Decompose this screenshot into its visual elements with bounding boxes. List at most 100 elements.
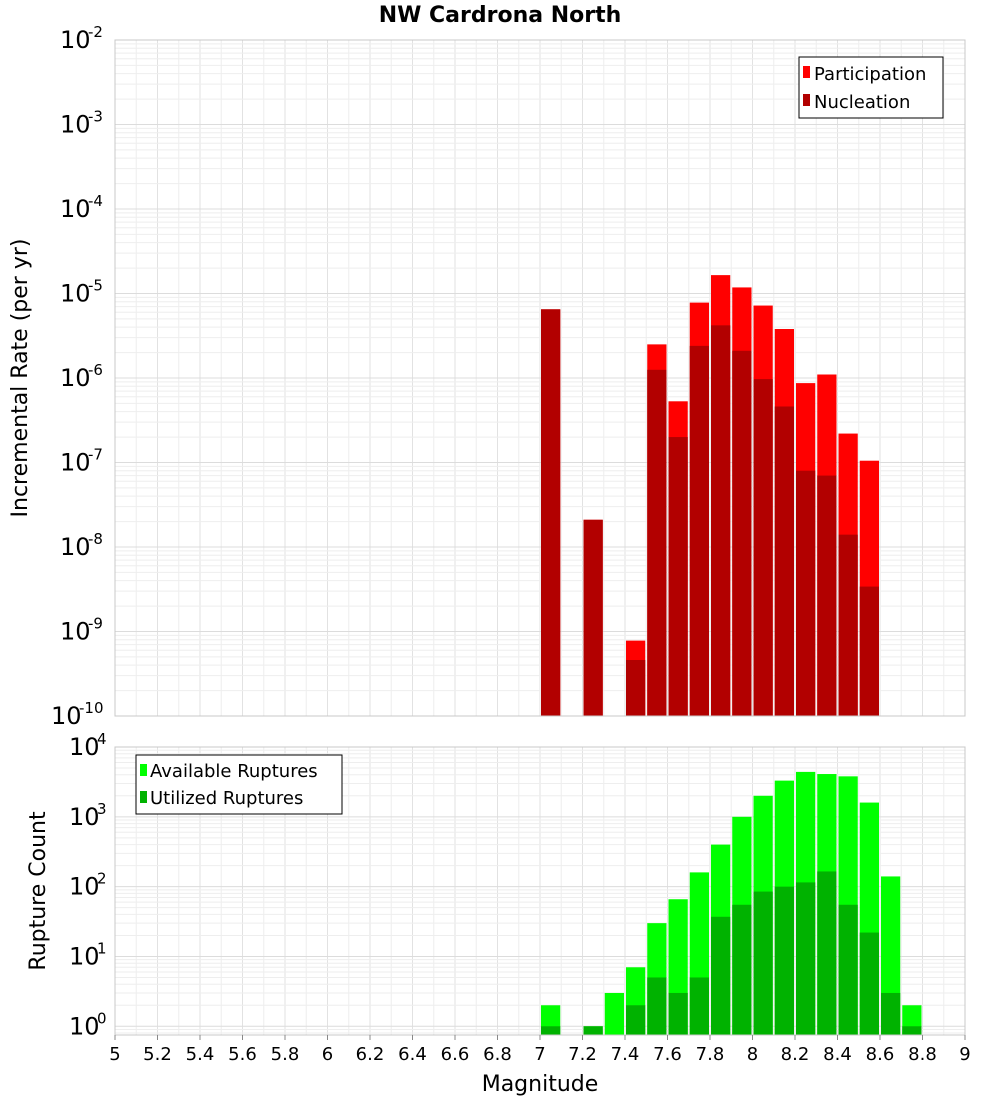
rate-plot-border bbox=[114, 39, 966, 717]
bar-nucleation bbox=[668, 437, 688, 716]
bar-nucleation bbox=[647, 369, 667, 716]
x-tick-label: 5.6 bbox=[228, 1044, 257, 1065]
bar-utilized-ruptures bbox=[838, 904, 858, 1035]
svg-text:-3: -3 bbox=[88, 108, 103, 126]
bar-utilized-ruptures bbox=[859, 932, 879, 1035]
svg-text:10: 10 bbox=[51, 702, 82, 730]
chart-title: NW Cardrona North bbox=[379, 3, 622, 28]
x-tick-label: 7.8 bbox=[696, 1044, 725, 1065]
y-tick-label: 10-2 bbox=[60, 23, 103, 54]
count-legend: Available Ruptures Utilized Ruptures bbox=[135, 754, 343, 815]
svg-text:10: 10 bbox=[69, 942, 100, 970]
svg-text:10: 10 bbox=[69, 873, 100, 901]
legend-swatch-nucleation bbox=[803, 94, 810, 106]
rate-grid bbox=[114, 40, 966, 717]
legend-label-participation: Participation bbox=[814, 64, 926, 85]
bar-utilized-ruptures bbox=[668, 992, 688, 1035]
bar-utilized-ruptures bbox=[902, 1026, 922, 1035]
bar-utilized-ruptures bbox=[647, 977, 667, 1035]
svg-text:10: 10 bbox=[60, 618, 91, 646]
bar-nucleation bbox=[689, 345, 709, 716]
svg-text:3: 3 bbox=[97, 800, 107, 818]
x-ticks: 5 5.2 5.4 5.6 5.8 6 6.2 6.4 6.6 6.8 7 7.2 7.4 7.6 7.8 8… bbox=[109, 1035, 971, 1065]
bar-nucleation bbox=[541, 309, 561, 716]
x-tick-label: 7.2 bbox=[568, 1044, 597, 1065]
legend-swatch-utilized bbox=[140, 791, 147, 803]
y-tick-label: 10-7 bbox=[60, 446, 103, 477]
svg-text:4: 4 bbox=[97, 730, 107, 748]
bar-nucleation bbox=[732, 350, 752, 716]
bar-nucleation bbox=[859, 586, 879, 716]
bar-nucleation bbox=[626, 659, 646, 716]
x-tick-label: 6.8 bbox=[483, 1044, 512, 1065]
x-tick-label: 6.2 bbox=[356, 1044, 385, 1065]
x-tick-label: 8.2 bbox=[781, 1044, 810, 1065]
count-y-axis-label: Rupture Count bbox=[26, 811, 51, 971]
y-tick-label: 104 bbox=[69, 730, 107, 761]
svg-text:-10: -10 bbox=[79, 699, 104, 717]
x-tick-label: 5.2 bbox=[143, 1044, 172, 1065]
x-tick-label: 7.4 bbox=[611, 1044, 640, 1065]
y-tick-label: 10-3 bbox=[60, 108, 103, 139]
bar-nucleation bbox=[774, 406, 794, 716]
svg-text:1: 1 bbox=[97, 939, 107, 957]
y-tick-label: 10-10 bbox=[51, 699, 104, 730]
y-tick-label: 103 bbox=[69, 800, 107, 831]
bar-utilized-ruptures bbox=[541, 1026, 561, 1035]
bar-nucleation bbox=[583, 519, 603, 716]
svg-text:10: 10 bbox=[69, 1012, 100, 1040]
x-axis-label: Magnitude bbox=[482, 1072, 599, 1097]
y-tick-label: 10-4 bbox=[60, 192, 103, 223]
x-tick-label: 8 bbox=[747, 1044, 758, 1065]
bar-nucleation bbox=[817, 475, 837, 716]
svg-text:10: 10 bbox=[60, 364, 91, 392]
x-tick-label: 7.6 bbox=[653, 1044, 682, 1065]
svg-text:10: 10 bbox=[60, 111, 91, 139]
bar-utilized-ruptures bbox=[817, 871, 837, 1035]
svg-text:10: 10 bbox=[69, 803, 100, 831]
svg-text:-9: -9 bbox=[88, 615, 103, 633]
legend-label-available: Available Ruptures bbox=[150, 761, 318, 782]
legend-swatch-available bbox=[140, 764, 147, 776]
bar-utilized-ruptures bbox=[881, 992, 901, 1035]
x-tick-label: 5.8 bbox=[271, 1044, 300, 1065]
svg-text:2: 2 bbox=[97, 870, 107, 888]
bar-utilized-ruptures bbox=[796, 882, 816, 1035]
rate-y-axis-label: Incremental Rate (per yr) bbox=[8, 239, 33, 518]
x-tick-label: 8.8 bbox=[908, 1044, 937, 1065]
x-tick-label: 9 bbox=[959, 1044, 970, 1065]
y-tick-label: 101 bbox=[69, 939, 107, 970]
svg-text:-8: -8 bbox=[88, 530, 103, 548]
bar-nucleation bbox=[711, 325, 731, 716]
bar-utilized-ruptures bbox=[626, 1005, 646, 1035]
svg-text:10: 10 bbox=[60, 280, 91, 308]
y-tick-label: 10-6 bbox=[60, 361, 103, 392]
legend-label-utilized: Utilized Ruptures bbox=[150, 788, 303, 809]
bar-nucleation bbox=[796, 470, 816, 716]
bar-utilized-ruptures bbox=[583, 1026, 603, 1035]
bar-utilized-ruptures bbox=[711, 916, 731, 1035]
svg-text:-5: -5 bbox=[88, 277, 103, 295]
x-tick-label: 6.6 bbox=[441, 1044, 470, 1065]
rate-bars bbox=[541, 275, 879, 716]
bar-nucleation bbox=[753, 379, 773, 716]
count-legend-box bbox=[135, 754, 343, 815]
bar-available-ruptures bbox=[604, 992, 624, 1035]
bar-utilized-ruptures bbox=[689, 977, 709, 1035]
x-tick-label: 6 bbox=[322, 1044, 333, 1065]
x-tick-label: 6.4 bbox=[398, 1044, 427, 1065]
bar-nucleation bbox=[838, 534, 858, 716]
x-tick-label: 5 bbox=[109, 1044, 120, 1065]
y-tick-label: 10-9 bbox=[60, 615, 103, 646]
svg-text:10: 10 bbox=[60, 449, 91, 477]
x-tick-label: 8.6 bbox=[866, 1044, 895, 1065]
svg-text:-2: -2 bbox=[88, 23, 103, 41]
y-tick-label: 10-8 bbox=[60, 530, 103, 561]
rate-legend-box bbox=[798, 56, 944, 119]
svg-text:10: 10 bbox=[60, 26, 91, 54]
y-tick-label: 100 bbox=[69, 1009, 107, 1040]
bar-utilized-ruptures bbox=[774, 886, 794, 1035]
y-tick-label: 10-5 bbox=[60, 277, 103, 308]
